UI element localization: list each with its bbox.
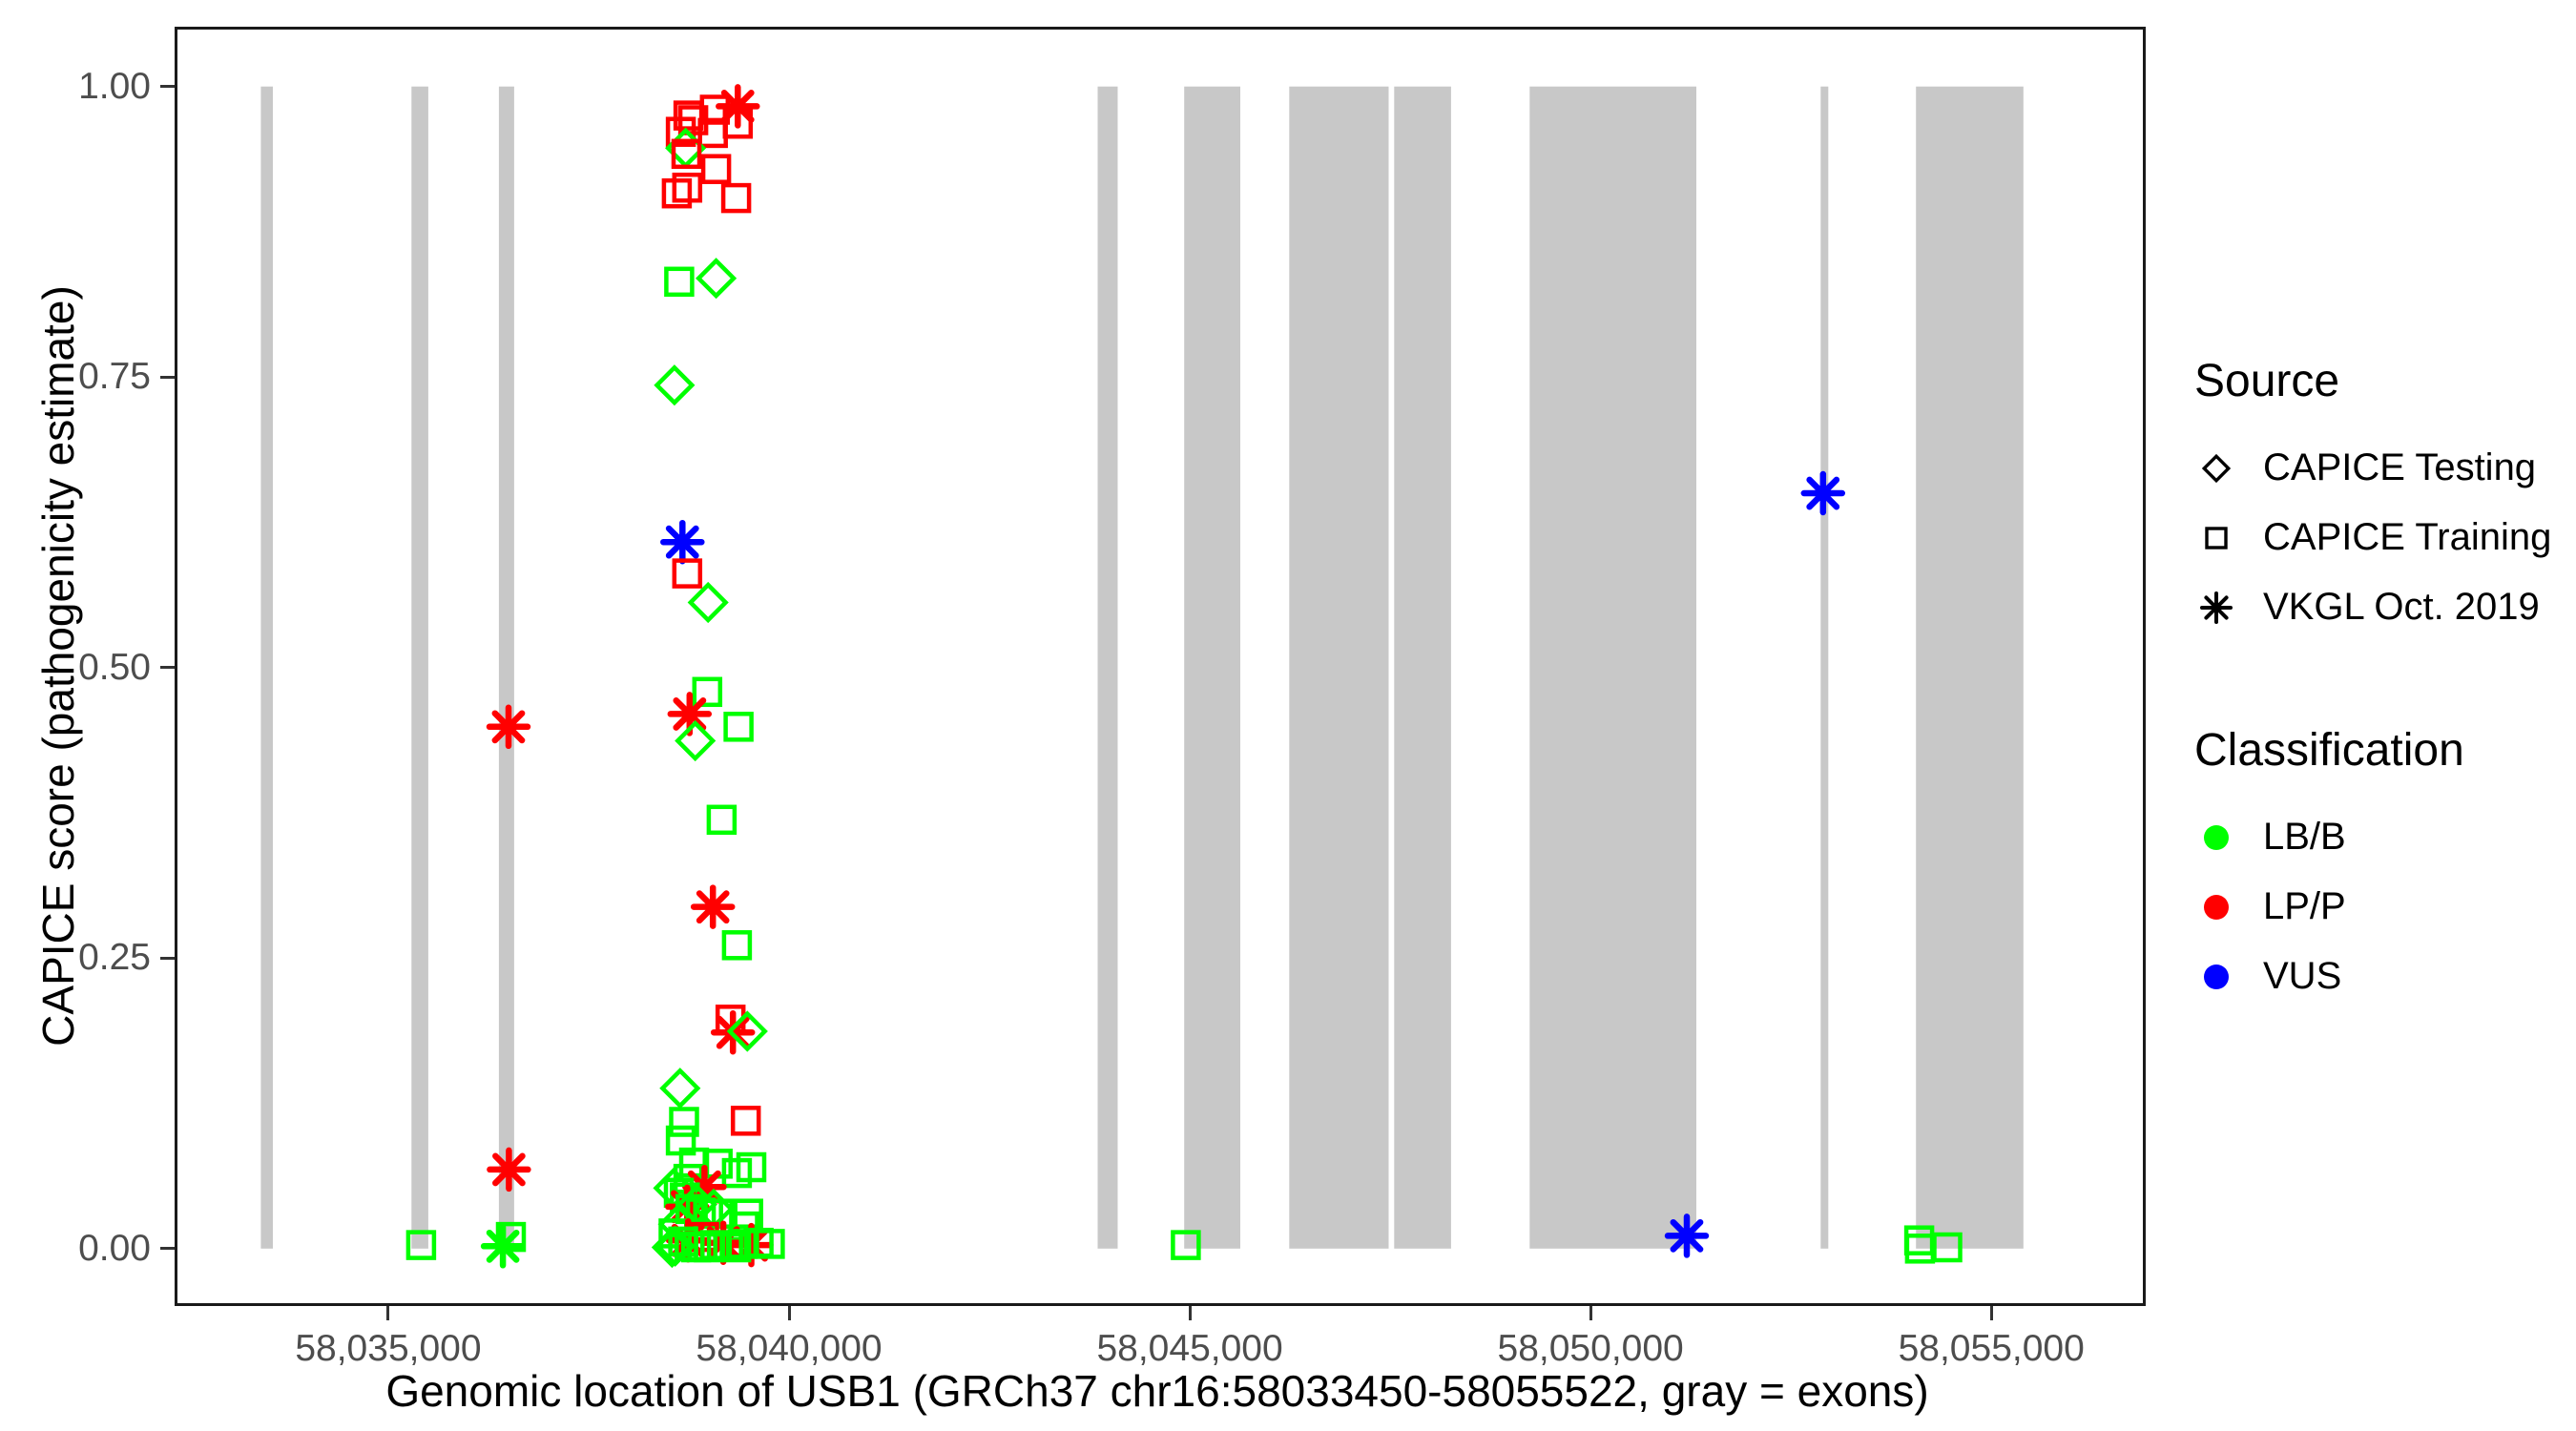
data-point (687, 581, 729, 624)
data-point (1664, 1213, 1710, 1258)
legend: Source CAPICE Testing CAPICE Training VK… (2194, 355, 2566, 1011)
legend-item-label: VKGL Oct. 2019 (2263, 586, 2540, 628)
legend-item-label: CAPICE Training (2263, 516, 2552, 558)
y-tick-mark (160, 375, 175, 379)
data-point (651, 1226, 693, 1269)
x-tick-mark (787, 1306, 791, 1320)
scatter-plot (260, 84, 2024, 1269)
square-icon (2194, 516, 2263, 560)
data-point (1932, 1232, 1963, 1263)
data-point (405, 1230, 437, 1260)
exon-bar (1529, 86, 1696, 1249)
x-tick-label: 58,045,000 (1096, 1328, 1283, 1369)
red-dot-icon (2194, 885, 2263, 929)
exon-bar (1394, 86, 1451, 1249)
exon-bar (498, 86, 514, 1249)
asterisk-icon (2194, 586, 2263, 630)
data-point (487, 1147, 531, 1192)
data-point (729, 1222, 774, 1268)
data-point (730, 1106, 761, 1136)
legend-item-lbb: LB/B (2194, 802, 2566, 872)
legend-item-vus: VUS (2194, 942, 2566, 1011)
data-point (659, 1068, 701, 1110)
legend-item-label: LB/B (2263, 816, 2346, 858)
data-point (723, 712, 754, 742)
data-point (671, 138, 702, 170)
legend-item-label: CAPICE Testing (2263, 446, 2537, 488)
y-tick-label: 0.75 (78, 356, 151, 398)
chart-panel (175, 27, 2146, 1306)
data-point (696, 258, 737, 300)
legend-item-lpp: LP/P (2194, 872, 2566, 942)
exon-bar (1916, 86, 2024, 1249)
y-tick-mark (160, 1247, 175, 1251)
data-point (654, 364, 696, 406)
legend-group-source: Source CAPICE Testing CAPICE Training VK… (2194, 355, 2566, 642)
data-point (720, 1232, 752, 1263)
data-point (480, 1224, 526, 1269)
diamond-icon (2194, 446, 2263, 490)
legend-title-classification: Classification (2194, 725, 2464, 776)
green-dot-icon (2194, 816, 2263, 860)
data-point (700, 154, 732, 184)
data-point (675, 719, 717, 762)
data-point (692, 676, 723, 708)
y-tick-label: 0.50 (78, 646, 151, 688)
x-tick-mark (1989, 1306, 1993, 1320)
legend-item-capice-testing: CAPICE Testing (2194, 433, 2566, 503)
y-tick-label: 0.25 (78, 937, 151, 979)
data-point (672, 558, 703, 589)
data-point (667, 692, 713, 736)
data-point (716, 84, 760, 129)
legend-item-label: VUS (2263, 955, 2342, 997)
data-point (755, 1229, 785, 1259)
x-tick-mark (386, 1306, 390, 1320)
data-point (669, 1107, 699, 1137)
data-point (672, 172, 703, 203)
x-axis-title: Genomic location of USB1 (GRCh37 chr16:5… (385, 1366, 1929, 1416)
exon-bar (1820, 86, 1829, 1249)
data-point (664, 266, 695, 298)
legend-item-vkgl: VKGL Oct. 2019 (2194, 572, 2566, 642)
data-point (726, 1010, 768, 1052)
exon-bar (260, 86, 273, 1249)
y-tick-label: 1.00 (78, 65, 151, 107)
data-point (1800, 470, 1846, 516)
data-point (486, 704, 531, 750)
x-tick-label: 58,035,000 (295, 1328, 482, 1369)
x-tick-mark (1188, 1306, 1192, 1320)
data-point (661, 177, 693, 209)
data-point (720, 182, 752, 214)
blue-dot-icon (2194, 955, 2263, 999)
data-point (665, 116, 696, 147)
x-tick-label: 58,040,000 (696, 1328, 883, 1369)
data-point (660, 519, 705, 565)
exon-bar (1184, 86, 1240, 1249)
legend-title-source: Source (2194, 356, 2340, 406)
data-point (495, 1221, 527, 1253)
legend-item-label: LP/P (2263, 885, 2346, 927)
y-tick-label: 0.00 (78, 1227, 151, 1269)
y-tick-mark (160, 666, 175, 670)
data-point (721, 930, 753, 961)
y-tick-mark (160, 85, 175, 89)
x-tick-mark (1589, 1306, 1592, 1320)
legend-group-classification: Classification LB/B LP/P VUS (2194, 724, 2566, 1011)
data-point (697, 117, 728, 149)
data-point (1171, 1230, 1201, 1260)
data-point (690, 884, 736, 929)
x-tick-label: 58,050,000 (1497, 1328, 1684, 1369)
data-point (706, 804, 737, 836)
y-tick-mark (160, 956, 175, 960)
data-point (682, 1164, 727, 1210)
exon-bar (1289, 86, 1389, 1249)
exon-bar (1097, 86, 1118, 1249)
data-point (721, 1157, 753, 1189)
legend-item-capice-training: CAPICE Training (2194, 503, 2566, 572)
exon-bar (411, 86, 428, 1249)
x-tick-label: 58,055,000 (1898, 1328, 2085, 1369)
